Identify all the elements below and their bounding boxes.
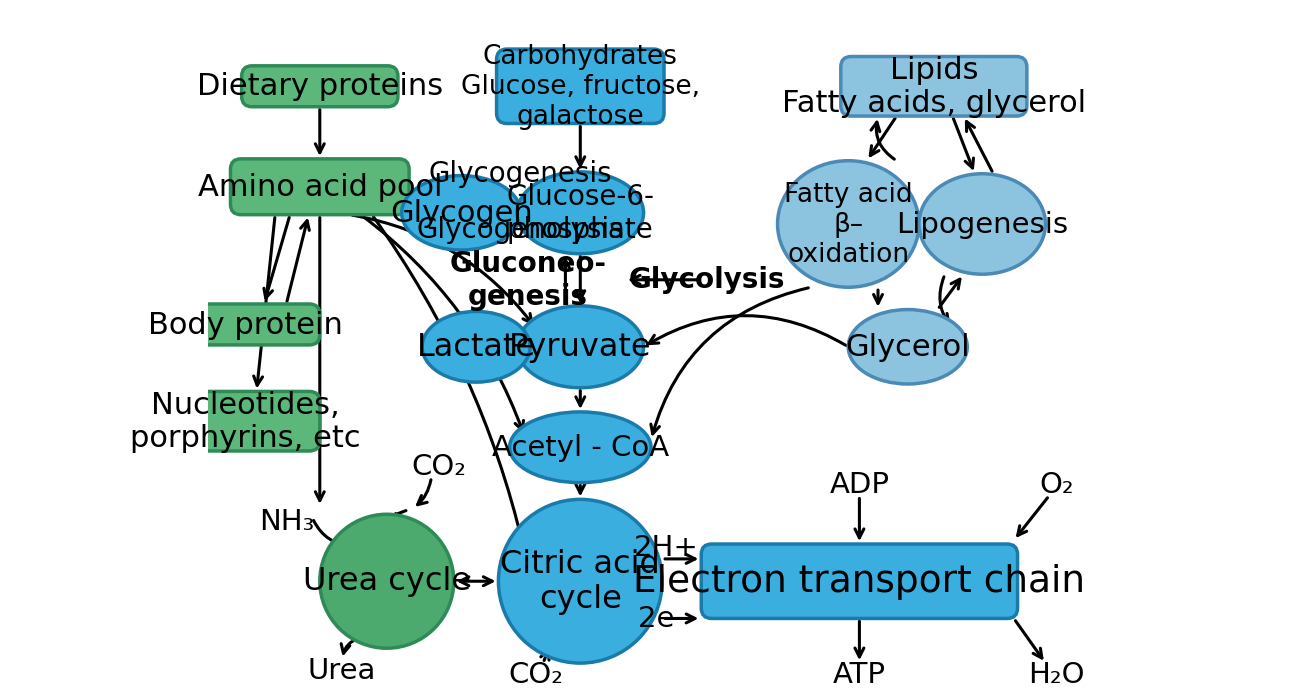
FancyBboxPatch shape xyxy=(171,304,319,345)
Ellipse shape xyxy=(517,306,643,388)
Text: Glucose-6-
phosphate: Glucose-6- phosphate xyxy=(507,183,654,243)
Text: O₂: O₂ xyxy=(1039,471,1073,499)
Text: Urea cycle: Urea cycle xyxy=(302,566,471,597)
Text: H₂O: H₂O xyxy=(1028,660,1085,688)
Text: Acetyl - CoA: Acetyl - CoA xyxy=(492,434,669,462)
Text: Glycerol: Glycerol xyxy=(846,333,970,362)
FancyBboxPatch shape xyxy=(230,159,408,215)
FancyBboxPatch shape xyxy=(171,392,319,451)
Text: Gluconeo-
genesis: Gluconeo- genesis xyxy=(449,250,606,310)
Text: Nucleotides,
porphyrins, etc: Nucleotides, porphyrins, etc xyxy=(130,390,360,453)
Text: Carbohydrates
Glucose, fructose,
galactose: Carbohydrates Glucose, fructose, galacto… xyxy=(461,44,699,130)
Text: Citric acid
cycle: Citric acid cycle xyxy=(500,548,660,615)
Text: Glycogenolysis: Glycogenolysis xyxy=(416,216,624,244)
Text: Glycogen: Glycogen xyxy=(390,199,533,228)
Text: CO₂: CO₂ xyxy=(411,452,466,480)
Text: Dietary proteins: Dietary proteins xyxy=(196,72,442,101)
Text: Glycogenesis: Glycogenesis xyxy=(429,160,613,188)
Text: Fatty acid
β–
oxidation: Fatty acid β– oxidation xyxy=(784,182,912,267)
FancyBboxPatch shape xyxy=(242,67,398,107)
Ellipse shape xyxy=(919,174,1045,274)
Ellipse shape xyxy=(517,173,643,254)
Text: Amino acid pool: Amino acid pool xyxy=(198,173,442,202)
Text: CO₂: CO₂ xyxy=(508,660,563,688)
Ellipse shape xyxy=(509,412,651,483)
Text: 2e -: 2e - xyxy=(637,604,694,633)
Text: ATP: ATP xyxy=(833,660,886,688)
Text: Electron transport chain: Electron transport chain xyxy=(634,563,1085,599)
FancyBboxPatch shape xyxy=(840,57,1026,116)
Text: Pyruvate: Pyruvate xyxy=(509,332,652,362)
Ellipse shape xyxy=(778,161,919,288)
FancyBboxPatch shape xyxy=(496,50,664,124)
Ellipse shape xyxy=(319,514,454,648)
Ellipse shape xyxy=(848,310,967,385)
Text: Lactate: Lactate xyxy=(416,332,535,362)
FancyBboxPatch shape xyxy=(702,544,1017,619)
Text: Body protein: Body protein xyxy=(148,310,343,340)
Text: Glycolysis: Glycolysis xyxy=(628,266,785,295)
Text: NH₃: NH₃ xyxy=(259,508,314,536)
Ellipse shape xyxy=(402,176,521,250)
Text: Lipids
Fatty acids, glycerol: Lipids Fatty acids, glycerol xyxy=(781,55,1085,119)
Text: 2H+: 2H+ xyxy=(634,534,698,562)
Text: Lipogenesis: Lipogenesis xyxy=(895,211,1068,238)
Text: ADP: ADP xyxy=(829,471,889,499)
Ellipse shape xyxy=(421,312,530,383)
Ellipse shape xyxy=(499,500,662,663)
Text: Urea: Urea xyxy=(308,656,376,685)
